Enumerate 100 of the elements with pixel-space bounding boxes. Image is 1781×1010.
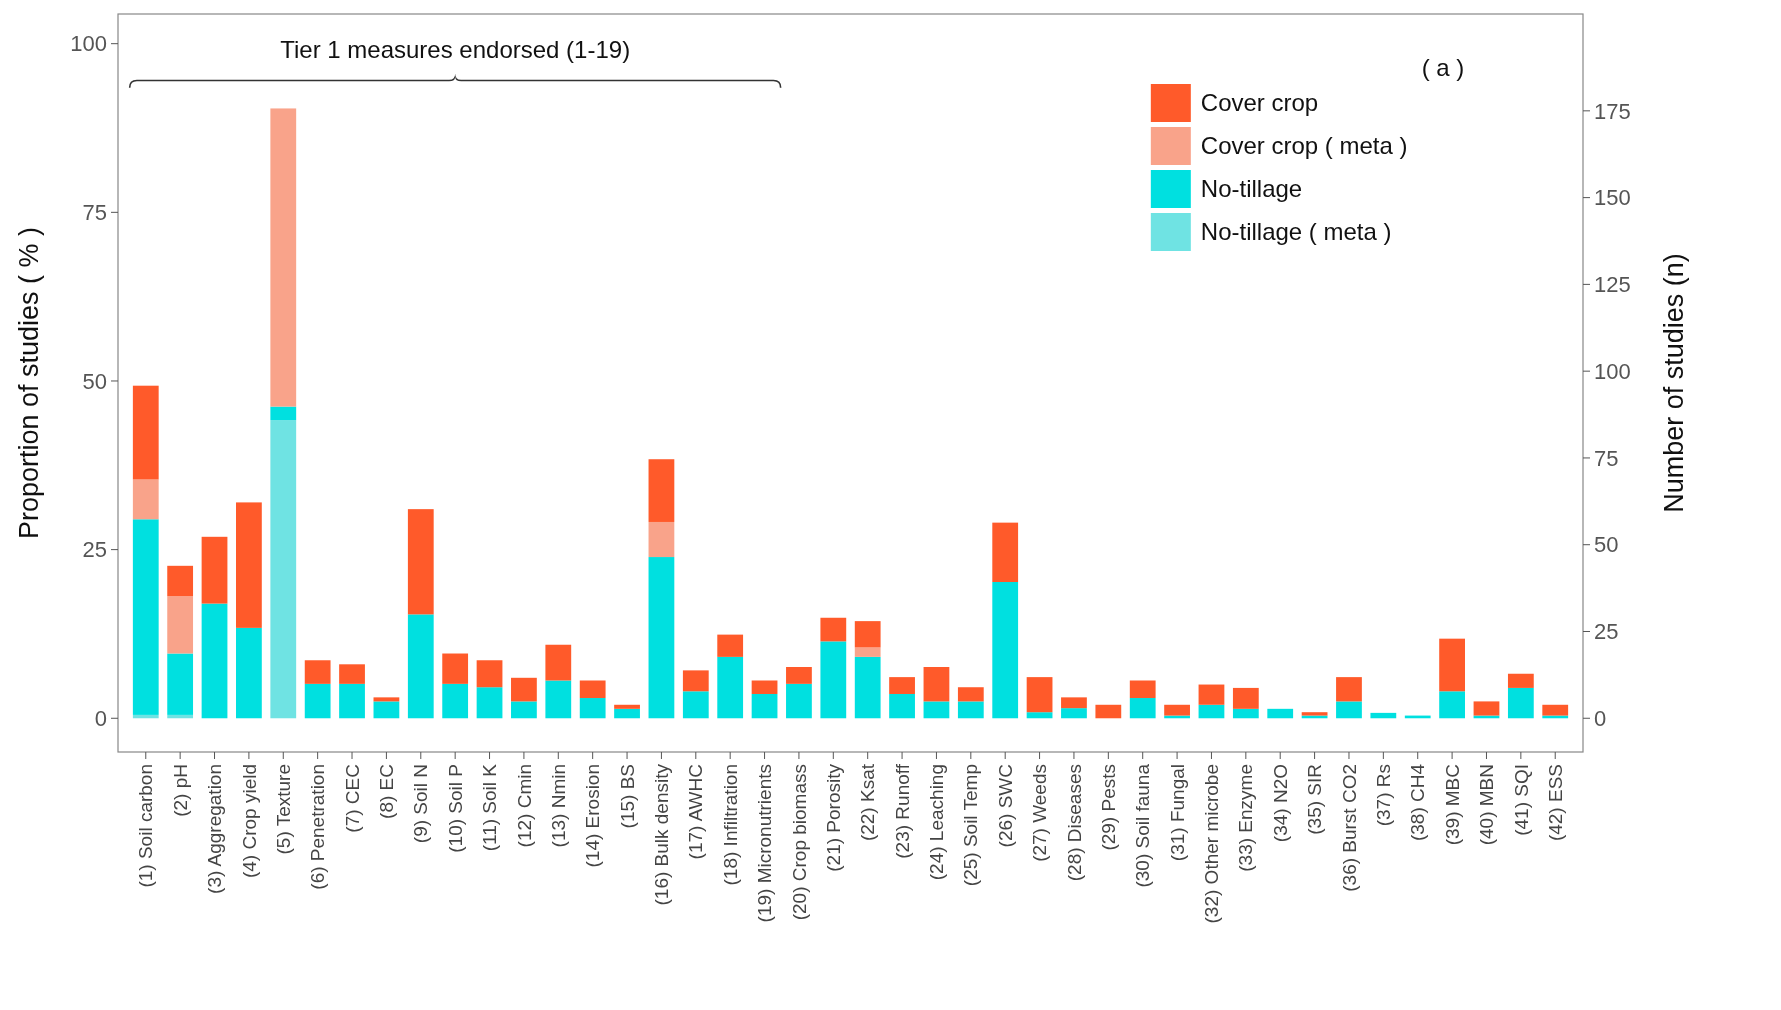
y-tick-label: 0 xyxy=(94,705,107,731)
x-tick-label: (17) AWHC xyxy=(685,764,707,860)
bar xyxy=(717,656,744,719)
bar xyxy=(270,406,297,421)
x-tick-label: (7) CEC xyxy=(341,764,363,833)
bar xyxy=(442,683,469,719)
bar xyxy=(1061,697,1087,709)
bar xyxy=(1095,704,1122,719)
y-tick-label: 100 xyxy=(70,31,107,57)
x-tick-label: (22) Ksat xyxy=(857,763,879,842)
x-tick-label: (2) pH xyxy=(169,764,191,817)
bar xyxy=(476,687,503,719)
bar xyxy=(304,660,331,684)
bar xyxy=(1336,701,1362,719)
x-tick-label: (20) Crop biomass xyxy=(788,764,810,921)
x-tick-label: (1) Soil carbon xyxy=(135,764,157,888)
y-tick-label: 50 xyxy=(82,368,107,394)
bar xyxy=(476,660,503,688)
bar xyxy=(889,693,915,719)
bar xyxy=(270,420,297,719)
bar xyxy=(373,697,400,702)
bar xyxy=(579,698,606,719)
legend-label: No-tillage ( meta ) xyxy=(1200,218,1392,246)
bar xyxy=(373,701,400,719)
bar xyxy=(1129,698,1156,719)
x-tick-label: (38) CH4 xyxy=(1407,763,1429,842)
x-tick-label: (12) Cmin xyxy=(513,764,535,848)
annotation: Tier 1 measures endorsed (1-19) xyxy=(280,35,631,63)
y2-tick-label: 75 xyxy=(1594,445,1619,471)
x-tick-label: (30) Soil fauna xyxy=(1132,763,1154,888)
bar xyxy=(511,701,537,719)
x-tick-label: (6) Penetration xyxy=(307,764,329,890)
bar xyxy=(304,683,331,719)
bar xyxy=(1232,708,1259,719)
bar xyxy=(1439,638,1465,692)
annotation: ( a ) xyxy=(1421,54,1465,81)
y-tick-label: 75 xyxy=(82,200,107,226)
bar xyxy=(579,680,606,699)
bar xyxy=(1439,691,1465,719)
x-tick-label: (19) Micronutrients xyxy=(754,764,776,923)
x-tick-label: (41) SQI xyxy=(1510,764,1532,836)
legend-label: No-tillage xyxy=(1200,175,1303,203)
x-tick-label: (28) Diseases xyxy=(1063,764,1085,882)
legend-label: Cover crop ( meta ) xyxy=(1200,132,1408,160)
x-tick-label: (25) Soil Temp xyxy=(960,764,982,887)
x-tick-label: (29) Pests xyxy=(1097,764,1119,851)
bar xyxy=(270,108,297,407)
bar xyxy=(854,621,881,648)
bar xyxy=(132,519,159,715)
x-tick-label: (33) Enzyme xyxy=(1235,764,1257,872)
x-tick-label: (9) Soil N xyxy=(410,764,432,844)
y2-tick-label: 0 xyxy=(1594,705,1607,731)
y2-tick-label: 50 xyxy=(1594,532,1619,558)
bar xyxy=(236,502,262,628)
y2-tick-label: 25 xyxy=(1594,619,1619,645)
x-tick-label: (31) Fungal xyxy=(1166,764,1188,862)
x-tick-label: (18) Infiltration xyxy=(719,764,741,886)
y2-tick-label: 100 xyxy=(1594,358,1631,384)
bar xyxy=(751,693,778,719)
bar xyxy=(820,641,847,719)
bar xyxy=(1267,708,1294,719)
x-tick-label: (26) SWC xyxy=(994,764,1016,848)
x-tick-label: (15) BS xyxy=(616,764,638,829)
x-tick-label: (24) Leaching xyxy=(926,764,948,881)
bar xyxy=(614,704,640,709)
bar xyxy=(923,701,950,719)
y2-tick-label: 125 xyxy=(1594,272,1631,298)
bar xyxy=(786,667,812,684)
bar xyxy=(682,691,709,719)
x-tick-label: (42) ESS xyxy=(1544,764,1566,842)
bar xyxy=(854,656,881,719)
bar xyxy=(648,521,675,558)
x-tick-label: (37) Rs xyxy=(1373,764,1394,827)
x-tick-label: (32) Other microbe xyxy=(1201,764,1223,924)
bar xyxy=(957,687,984,702)
bar xyxy=(339,664,365,684)
bar xyxy=(751,680,778,694)
bar xyxy=(1164,704,1190,716)
bar xyxy=(407,509,434,615)
bar xyxy=(167,565,194,597)
bar xyxy=(992,582,1019,719)
legend-label: Cover crop xyxy=(1200,89,1319,117)
bar xyxy=(614,708,640,719)
bar xyxy=(132,479,159,520)
bar xyxy=(682,670,709,692)
x-tick-label: (4) Crop yield xyxy=(238,764,260,879)
bar xyxy=(1061,708,1087,719)
x-tick-label: (23) Runoff xyxy=(891,763,913,859)
bar xyxy=(201,603,228,719)
x-tick-label: (39) MBC xyxy=(1441,764,1463,846)
bar xyxy=(132,385,159,480)
x-tick-label: (16) Bulk density xyxy=(651,763,673,906)
bar xyxy=(167,653,194,715)
y2-axis-title: Number of studies (n) xyxy=(1659,253,1689,513)
x-tick-label: (21) Porosity xyxy=(822,763,844,872)
x-tick-label: (40) MBN xyxy=(1476,764,1498,846)
bar xyxy=(1473,701,1500,716)
bar xyxy=(167,596,194,654)
x-tick-label: (3) Aggregation xyxy=(204,764,226,894)
bar xyxy=(992,522,1019,582)
